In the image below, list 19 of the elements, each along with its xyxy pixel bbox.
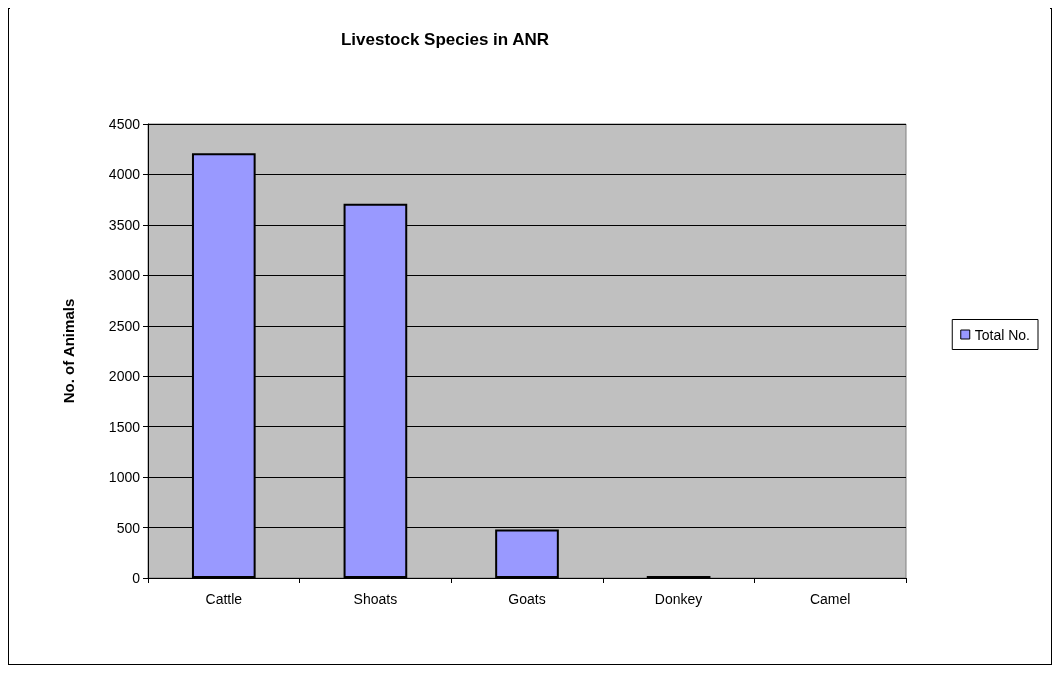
x-tick-label: Cattle: [205, 591, 243, 607]
legend-label: Total No.: [974, 326, 1030, 343]
y-tick-label: 4500: [108, 116, 141, 132]
x-tick-label: Shoats: [353, 591, 398, 607]
y-tick-label: 3500: [108, 216, 141, 233]
y-tick-label: 3000: [108, 267, 141, 284]
y-tick-label: 2500: [108, 317, 141, 334]
y-tick-label: 0: [132, 570, 141, 586]
y-tick-label: 1000: [108, 469, 141, 486]
y-tick-label: 4000: [108, 166, 141, 183]
x-tick-label: Goats: [508, 591, 546, 607]
x-tick-label: Donkey: [654, 591, 703, 607]
y-tick-label: 500: [116, 519, 141, 536]
y-axis-title: No. of Animals: [60, 298, 77, 404]
x-tick-label: Camel: [809, 591, 851, 607]
y-tick-label: 2000: [108, 368, 141, 385]
y-tick-label: 1500: [108, 418, 141, 435]
bar: [495, 529, 559, 578]
chart-title: Livestock Species in ANR: [340, 30, 550, 49]
